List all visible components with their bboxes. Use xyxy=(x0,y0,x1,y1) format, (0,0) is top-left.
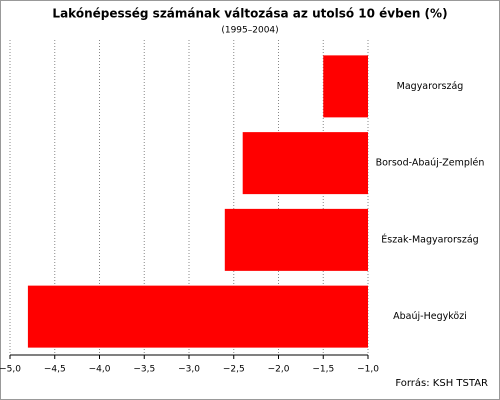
x-tick-label: −4,0 xyxy=(89,365,111,375)
y-tick-label: Borsod-Abaúj-Zemplén xyxy=(376,158,485,169)
bar xyxy=(27,285,369,348)
x-tick-label: −3,0 xyxy=(178,365,200,375)
bar xyxy=(323,55,368,118)
x-tick-label: −2,5 xyxy=(223,365,245,375)
y-tick-label: Magyarország xyxy=(397,81,464,92)
x-tick-label: −3,5 xyxy=(133,365,155,375)
bar xyxy=(242,132,368,195)
x-tick-label: −1,0 xyxy=(357,365,379,375)
chart-subtitle: (1995–2004) xyxy=(221,26,278,36)
source-note: Forrás: KSH TSTAR xyxy=(395,377,488,389)
y-tick-label: Abaúj-Hegyközi xyxy=(393,311,467,322)
x-tick-label: −4,5 xyxy=(44,365,66,375)
chart-title: Lakónépesség számának változása az utols… xyxy=(52,7,447,21)
y-tick-label: Észak-Magyarország xyxy=(381,233,478,245)
x-tick-label: −5,0 xyxy=(0,365,21,375)
x-tick-label: −2,0 xyxy=(268,365,290,375)
bar xyxy=(224,208,368,271)
x-tick-label: −1,5 xyxy=(312,365,334,375)
